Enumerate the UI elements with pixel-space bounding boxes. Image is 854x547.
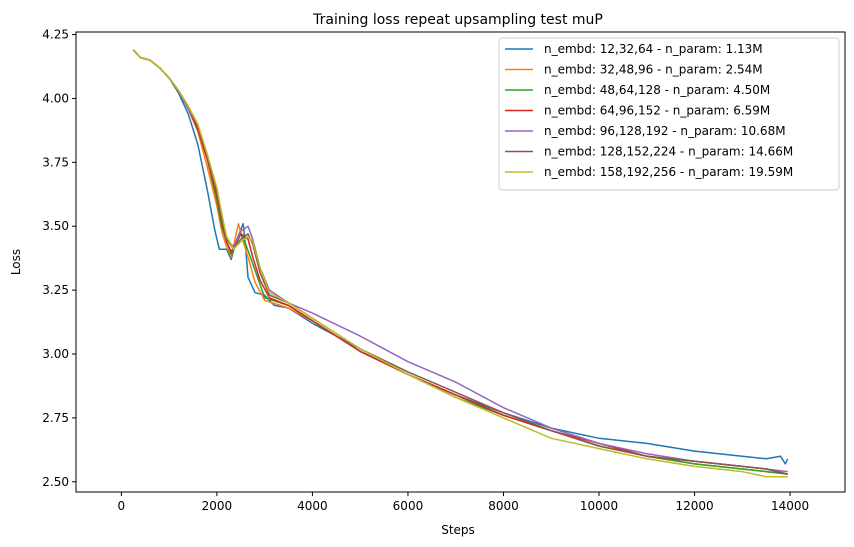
x-tick-label: 0 [118,499,126,513]
chart-title: Training loss repeat upsampling test muP [312,12,603,28]
y-tick-label: 3.25 [42,283,69,297]
x-axis: 0 2000 4000 6000 8000 10000 12000 14000 [118,492,809,513]
series-layer [132,49,789,478]
legend: n_embd: 12,32,64 - n_param: 1.13M n_embd:… [498,37,840,191]
legend-label-7: n_embd: 158,192,256 - n_param: 19.59M [544,165,793,179]
y-axis-label: Loss [9,249,23,275]
y-tick-label: 4.00 [42,91,69,105]
x-tick-label: 2000 [202,499,233,513]
legend-box [498,37,840,191]
legend-label-1: n_embd: 12,32,64 - n_param: 1.13M [544,42,763,56]
legend-label-3: n_embd: 48,64,128 - n_param: 4.50M [544,83,770,97]
y-tick-label: 3.50 [42,219,69,233]
y-tick-label: 3.00 [42,347,69,361]
y-axis: 2.50 2.75 3.00 3.25 3.50 3.75 4.00 4.25 [42,28,76,489]
y-tick-label: 2.75 [42,411,69,425]
x-tick-label: 8000 [488,499,519,513]
y-tick-label: 3.75 [42,155,69,169]
x-axis-label: Steps [441,523,475,537]
x-tick-label: 12000 [675,499,713,513]
x-tick-label: 10000 [580,499,618,513]
series-line-1 [132,49,789,465]
x-tick-label: 14000 [771,499,809,513]
x-tick-label: 4000 [297,499,328,513]
legend-label-2: n_embd: 32,48,96 - n_param: 2.54M [544,63,763,77]
legend-label-5: n_embd: 96,128,192 - n_param: 10.68M [544,124,786,138]
x-tick-label: 6000 [393,499,424,513]
legend-label-6: n_embd: 128,152,224 - n_param: 14.66M [544,145,793,159]
plot-frame [75,31,846,493]
y-tick-label: 4.25 [42,28,69,42]
legend-label-4: n_embd: 64,96,152 - n_param: 6.59M [544,104,770,118]
series-line-7 [132,49,788,478]
y-tick-label: 2.50 [42,475,69,489]
